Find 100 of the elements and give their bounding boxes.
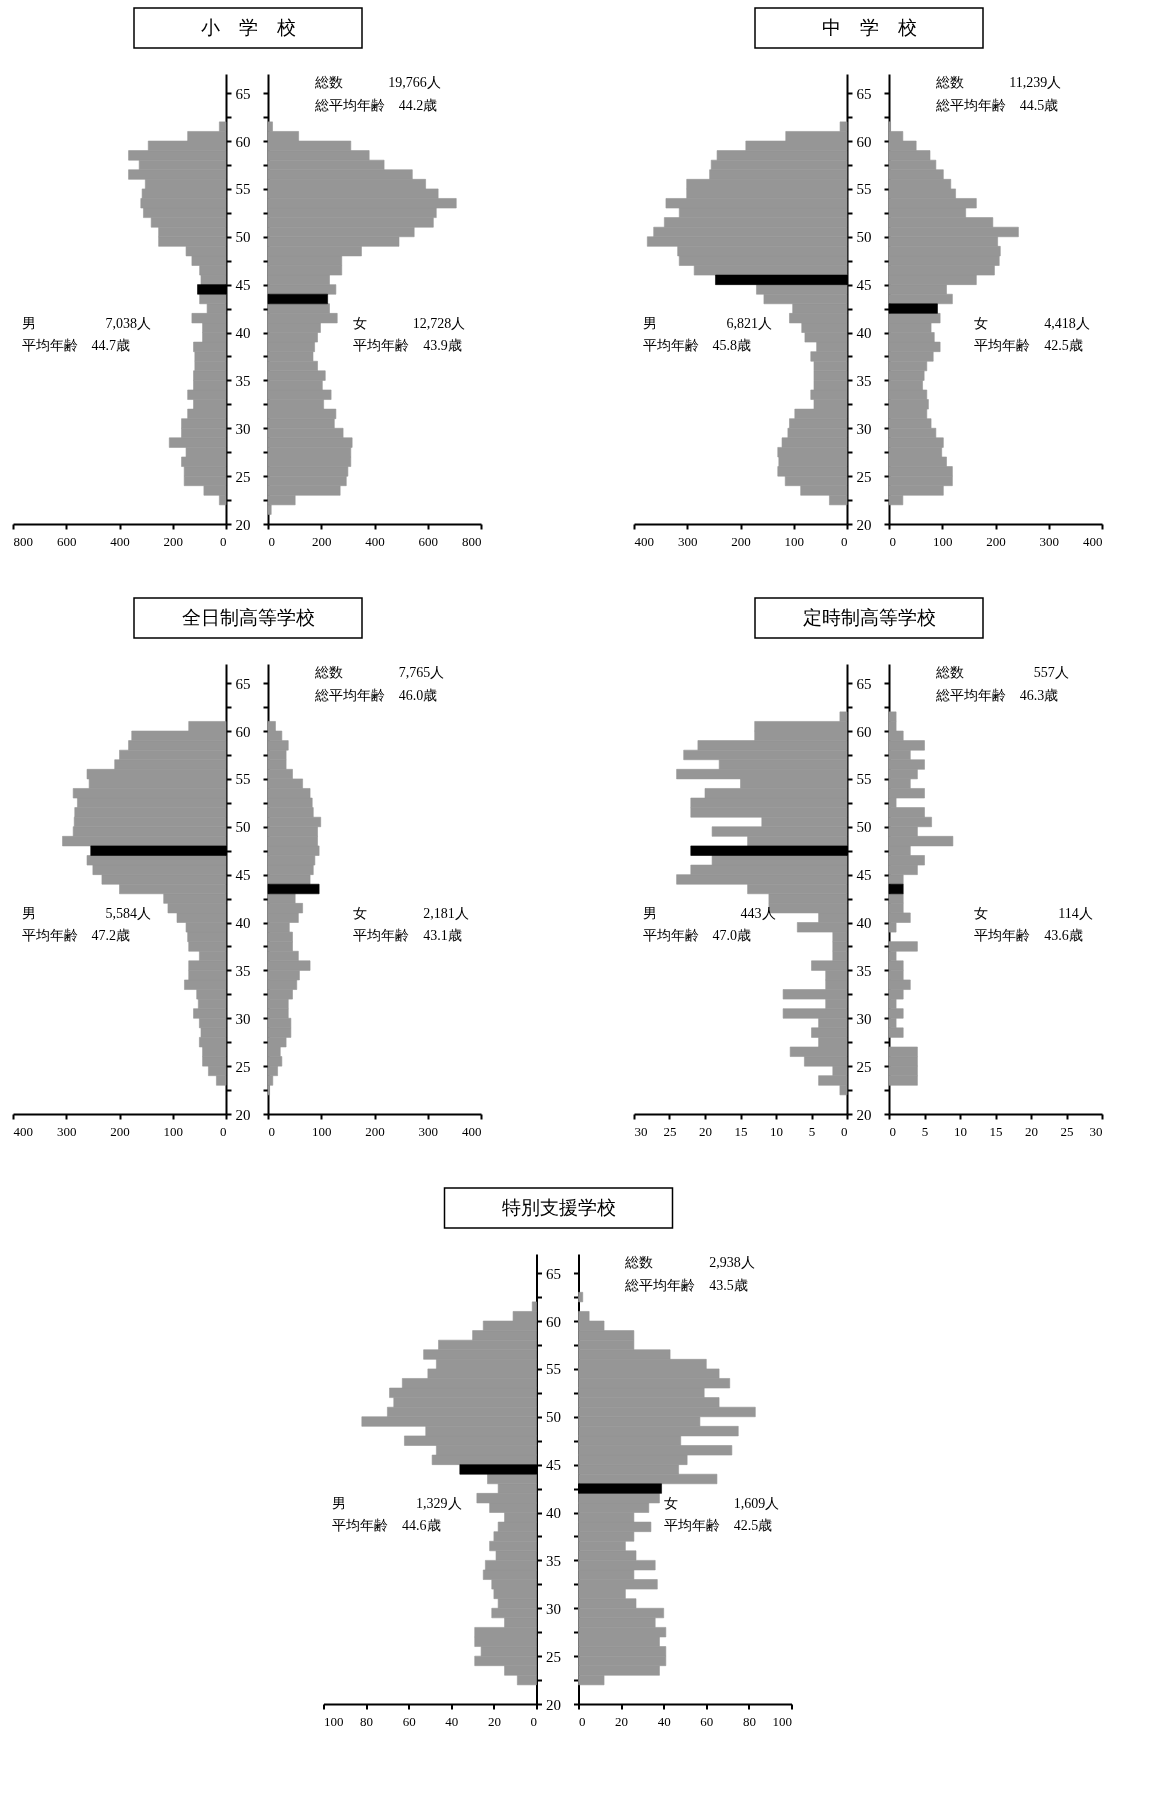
- annotation: 平均年齢 47.2歳: [21, 928, 131, 944]
- y-tick-label: 40: [235, 325, 251, 342]
- x-tick-label: 15: [734, 1123, 748, 1139]
- y-tick-label: 45: [546, 1457, 561, 1474]
- annotation: 男 1,329人: [332, 1495, 462, 1511]
- y-tick-label: 40: [546, 1505, 561, 1522]
- x-tick-label: 300: [57, 1123, 77, 1139]
- x-tick-label: 100: [784, 533, 804, 549]
- annotation: 平均年齢 42.5歳: [974, 338, 1083, 354]
- y-tick-label: 65: [235, 85, 251, 102]
- x-tick-label: 30: [634, 1123, 648, 1139]
- y-tick-label: 55: [856, 181, 872, 198]
- chart-title: 中 学 校: [821, 17, 917, 38]
- annotation: 総数 557人: [934, 665, 1069, 680]
- y-tick-label: 40: [856, 915, 872, 932]
- y-tick-label: 55: [235, 181, 251, 198]
- annotation: 女 2,181人: [353, 905, 469, 921]
- annotation: 総数 19,766人: [313, 75, 441, 90]
- x-tick-label: 0: [889, 533, 896, 549]
- chart-title: 特別支援学校: [501, 1197, 616, 1218]
- x-tick-label: 300: [1039, 533, 1059, 549]
- annotation: 男 7,038人: [21, 315, 152, 331]
- x-tick-label: 400: [634, 533, 654, 549]
- y-tick-label: 65: [856, 85, 872, 102]
- y-tick-label: 50: [235, 819, 251, 836]
- y-tick-label: 60: [235, 133, 251, 150]
- chart-title: 全日制高等学校: [181, 607, 315, 628]
- x-tick-label: 0: [220, 1123, 227, 1139]
- annotation: 女 114人: [974, 905, 1093, 921]
- x-tick-label: 0: [268, 533, 275, 549]
- y-tick-label: 40: [235, 915, 251, 932]
- y-tick-label: 65: [856, 675, 872, 692]
- annotation: 総数 7,765人: [313, 665, 445, 680]
- annotation: 男 5,584人: [21, 905, 152, 921]
- x-tick-label: 200: [110, 1123, 130, 1139]
- x-tick-label: 100: [312, 1123, 332, 1139]
- y-tick-label: 30: [856, 1010, 872, 1027]
- x-tick-label: 400: [365, 533, 385, 549]
- y-tick-label: 25: [856, 468, 872, 485]
- y-tick-label: 25: [856, 1058, 872, 1075]
- annotation: 平均年齢 47.0歳: [642, 928, 752, 944]
- y-tick-label: 45: [235, 277, 251, 294]
- y-tick-label: 60: [235, 723, 251, 740]
- chart-title: 小 学 校: [200, 17, 296, 38]
- y-tick-label: 50: [856, 229, 872, 246]
- x-tick-label: 100: [163, 1123, 183, 1139]
- x-tick-label: 0: [841, 533, 848, 549]
- x-tick-label: 80: [742, 1713, 756, 1729]
- chart-title: 定時制高等学校: [802, 607, 936, 628]
- x-tick-label: 0: [841, 1123, 848, 1139]
- x-tick-label: 20: [699, 1123, 712, 1139]
- annotation: 男 443人: [642, 905, 776, 921]
- x-tick-label: 40: [657, 1713, 671, 1729]
- x-tick-label: 0: [220, 533, 227, 549]
- annotation: 男 6,821人: [642, 315, 773, 331]
- x-tick-label: 60: [700, 1713, 714, 1729]
- annotation: 平均年齢 45.8歳: [642, 338, 752, 354]
- annotation: 総平均年齢 46.0歳: [313, 687, 438, 703]
- y-tick-label: 20: [546, 1696, 561, 1713]
- x-tick-label: 400: [110, 533, 130, 549]
- x-tick-label: 10: [770, 1123, 783, 1139]
- annotation: 平均年齢 43.1歳: [353, 928, 462, 944]
- annotation: 女 1,609人: [663, 1495, 780, 1511]
- x-tick-label: 60: [402, 1713, 416, 1729]
- x-tick-label: 200: [163, 533, 183, 549]
- y-tick-label: 45: [856, 277, 872, 294]
- x-tick-label: 15: [989, 1123, 1003, 1139]
- annotation: 平均年齢 42.5歳: [663, 1518, 773, 1534]
- x-tick-label: 0: [579, 1713, 586, 1729]
- x-tick-label: 100: [324, 1713, 344, 1729]
- x-tick-label: 20: [1025, 1123, 1038, 1139]
- x-tick-label: 0: [268, 1123, 275, 1139]
- y-tick-label: 30: [235, 420, 251, 437]
- x-tick-label: 400: [462, 1123, 482, 1139]
- x-tick-label: 80: [360, 1713, 374, 1729]
- y-tick-label: 65: [235, 675, 251, 692]
- y-tick-label: 20: [235, 1106, 251, 1123]
- x-tick-label: 400: [1083, 533, 1103, 549]
- y-tick-label: 45: [235, 867, 251, 884]
- x-tick-label: 600: [418, 533, 438, 549]
- annotation: 総平均年齢 46.3歳: [934, 687, 1059, 703]
- x-tick-label: 5: [808, 1123, 816, 1139]
- annotation: 女 12,728人: [353, 315, 466, 331]
- y-tick-label: 30: [546, 1600, 561, 1617]
- y-tick-label: 40: [856, 325, 872, 342]
- x-tick-label: 300: [678, 533, 698, 549]
- y-tick-label: 30: [856, 420, 872, 437]
- x-tick-label: 20: [487, 1713, 501, 1729]
- x-tick-label: 10: [954, 1123, 967, 1139]
- annotation: 総平均年齢 44.5歳: [934, 97, 1059, 113]
- x-tick-label: 30: [1089, 1123, 1103, 1139]
- y-tick-label: 20: [235, 516, 251, 533]
- y-tick-label: 25: [235, 1058, 251, 1075]
- y-tick-label: 60: [856, 723, 872, 740]
- y-tick-label: 25: [546, 1648, 561, 1665]
- y-tick-label: 55: [856, 771, 872, 788]
- y-tick-label: 55: [235, 771, 251, 788]
- y-tick-label: 60: [856, 133, 872, 150]
- x-tick-label: 25: [663, 1123, 677, 1139]
- annotation: 平均年齢 43.9歳: [353, 338, 462, 354]
